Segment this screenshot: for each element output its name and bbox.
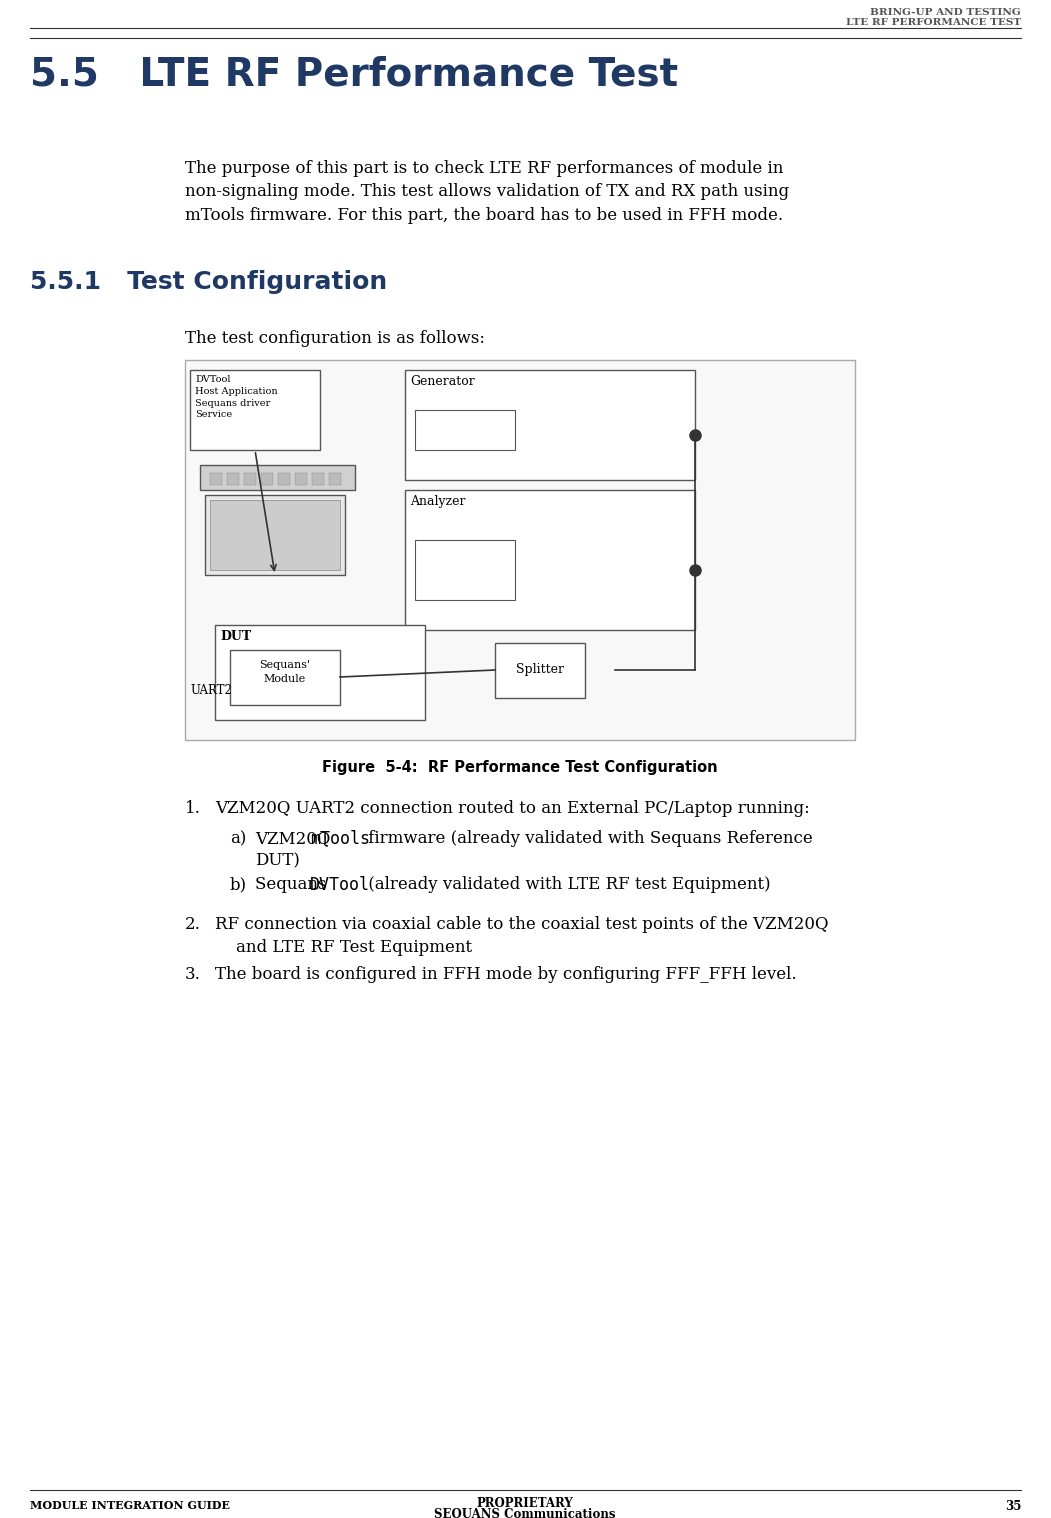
Bar <box>244 474 256 484</box>
Bar <box>261 474 273 484</box>
Bar <box>215 625 425 720</box>
Text: Generator: Generator <box>410 375 475 389</box>
Bar <box>415 410 515 449</box>
Text: RF connection via coaxial cable to the coaxial test points of the VZM20Q
    and: RF connection via coaxial cable to the c… <box>215 915 828 956</box>
Bar <box>200 465 355 490</box>
Bar <box>312 474 324 484</box>
Text: UART2: UART2 <box>190 683 232 697</box>
Text: DVTool
Host Application
Sequans driver
Service: DVTool Host Application Sequans driver S… <box>195 375 277 419</box>
Text: a): a) <box>230 830 246 847</box>
Text: firmware (already validated with Sequans Reference: firmware (already validated with Sequans… <box>363 830 812 847</box>
Text: Sequans'
Module: Sequans' Module <box>260 660 310 683</box>
Text: VZM20Q: VZM20Q <box>255 830 335 847</box>
Bar <box>205 495 345 575</box>
Bar <box>210 499 341 569</box>
Bar <box>227 474 239 484</box>
Text: 1.: 1. <box>185 800 201 817</box>
Text: DUT): DUT) <box>255 852 300 868</box>
Text: Sequans: Sequans <box>255 876 332 893</box>
Text: The test configuration is as follows:: The test configuration is as follows: <box>185 329 485 348</box>
Text: SEQUANS Communications: SEQUANS Communications <box>434 1507 616 1518</box>
Bar <box>405 490 695 630</box>
Bar <box>190 370 320 449</box>
Text: LTE RF PERFORMANCE TEST: LTE RF PERFORMANCE TEST <box>846 18 1021 27</box>
Bar <box>415 540 515 600</box>
Text: Figure  5-4:  RF Performance Test Configuration: Figure 5-4: RF Performance Test Configur… <box>323 761 718 776</box>
Text: The board is configured in FFH mode by configuring FFF_FFH level.: The board is configured in FFH mode by c… <box>215 965 797 984</box>
Bar <box>230 650 341 704</box>
Text: 5.5   LTE RF Performance Test: 5.5 LTE RF Performance Test <box>30 55 678 93</box>
Bar <box>185 360 856 739</box>
Text: 2.: 2. <box>185 915 201 934</box>
Bar <box>329 474 341 484</box>
Text: Splitter: Splitter <box>516 663 564 677</box>
Text: Analyzer: Analyzer <box>410 495 466 509</box>
Text: PROPRIETARY: PROPRIETARY <box>476 1497 574 1510</box>
Bar <box>210 474 222 484</box>
Text: 5.5.1   Test Configuration: 5.5.1 Test Configuration <box>30 270 387 294</box>
Bar <box>495 644 585 698</box>
Text: The purpose of this part is to check LTE RF performances of module in
non-signal: The purpose of this part is to check LTE… <box>185 159 789 225</box>
Text: DUT: DUT <box>220 630 251 644</box>
Bar <box>279 474 290 484</box>
Text: b): b) <box>230 876 247 893</box>
Bar <box>295 474 307 484</box>
Text: VZM20Q UART2 connection routed to an External PC/Laptop running:: VZM20Q UART2 connection routed to an Ext… <box>215 800 809 817</box>
Text: DVTool: DVTool <box>310 876 370 894</box>
Text: 3.: 3. <box>185 965 201 984</box>
Text: (already validated with LTE RF test Equipment): (already validated with LTE RF test Equi… <box>363 876 770 893</box>
Bar <box>405 370 695 480</box>
Text: 35: 35 <box>1005 1500 1021 1513</box>
Text: MODULE INTEGRATION GUIDE: MODULE INTEGRATION GUIDE <box>30 1500 230 1510</box>
Text: mTools: mTools <box>310 830 370 849</box>
Text: BRING-UP AND TESTING: BRING-UP AND TESTING <box>870 8 1021 17</box>
